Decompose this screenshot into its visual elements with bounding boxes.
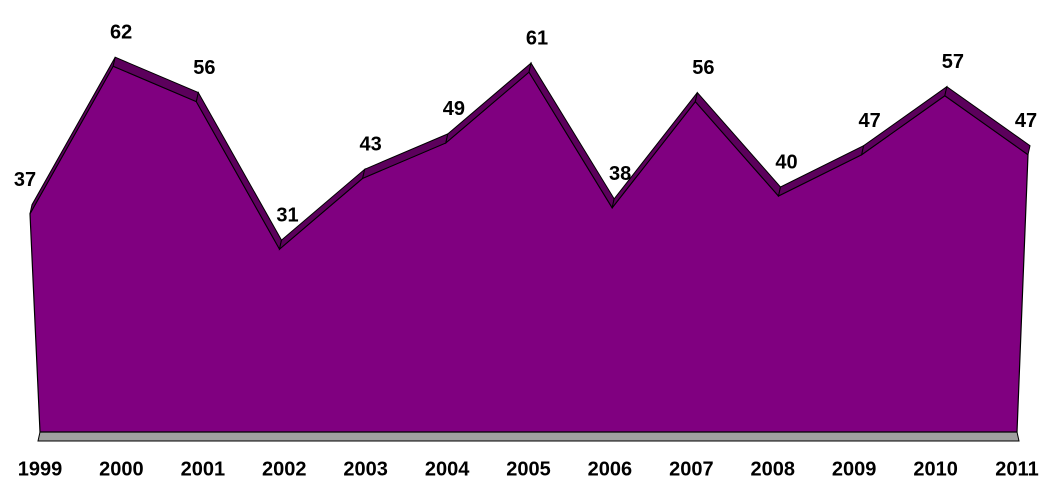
value-label: 61 <box>526 27 548 49</box>
value-label: 31 <box>276 204 298 226</box>
value-label: 47 <box>1015 110 1037 132</box>
value-label: 57 <box>942 51 964 73</box>
x-tick-label: 2011 <box>995 458 1038 480</box>
value-label: 56 <box>692 57 714 79</box>
x-tick-label: 2003 <box>343 458 388 480</box>
value-label: 40 <box>775 151 797 173</box>
x-tick-label: 2000 <box>99 458 144 480</box>
x-tick-label: 2007 <box>669 458 714 480</box>
x-tick-label: 2002 <box>262 458 307 480</box>
x-tick-label: 2001 <box>181 458 226 480</box>
value-label: 47 <box>859 110 881 132</box>
value-label: 37 <box>14 169 36 191</box>
x-tick-label: 2008 <box>751 458 796 480</box>
value-label: 56 <box>193 57 215 79</box>
value-label: 49 <box>443 98 465 120</box>
value-label: 43 <box>360 134 382 156</box>
value-label: 38 <box>609 163 631 185</box>
x-tick-label: 2005 <box>506 458 551 480</box>
floor <box>37 431 1020 442</box>
x-tick-label: 2006 <box>588 458 633 480</box>
x-tick-label: 2010 <box>913 458 958 480</box>
value-label: 62 <box>110 21 132 43</box>
area-top <box>944 85 1031 156</box>
x-tick-label: 1999 <box>18 458 63 480</box>
x-tick-label: 2009 <box>832 458 877 480</box>
x-tick-label: 2004 <box>425 458 470 480</box>
